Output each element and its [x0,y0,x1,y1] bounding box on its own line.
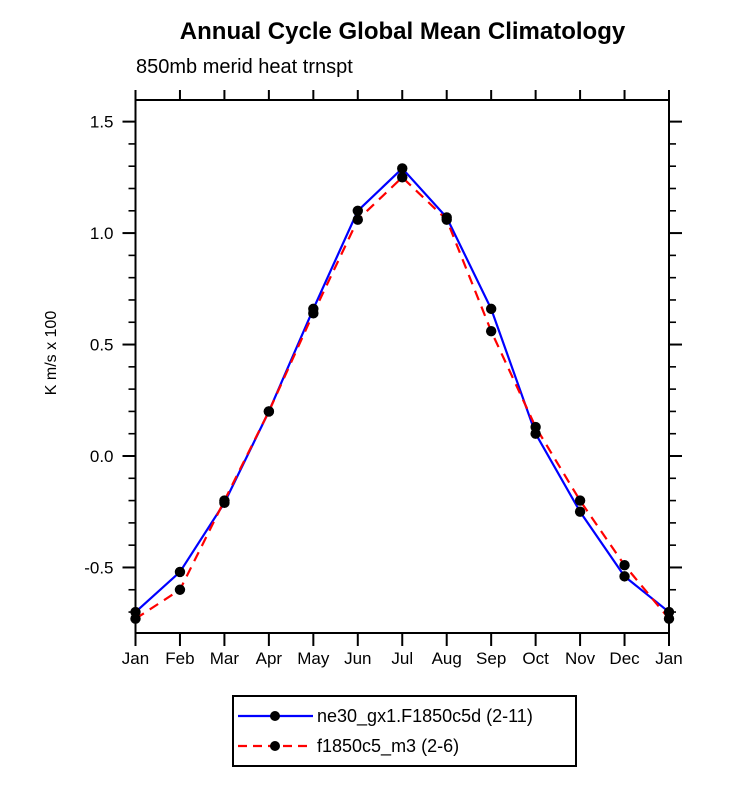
data-point-marker [441,214,452,225]
x-tick-label: Oct [522,649,549,668]
data-point-marker [130,613,141,624]
x-tick-label: Feb [165,649,194,668]
x-tick-label: Nov [565,649,596,668]
data-point-marker [308,308,319,319]
y-tick-label: 1.5 [90,113,114,132]
series-line-1 [134,175,670,620]
x-tick-label: Jan [122,649,149,668]
legend-item: ne30_gx1.F1850c5d (2-11) [236,703,575,729]
y-tick-label: 0.0 [90,447,114,466]
x-tick-label: Jul [391,649,413,668]
data-point-marker [619,571,630,582]
legend-line-sample-solid [238,711,313,721]
x-tick-label: Jan [655,649,682,668]
y-tick-label: 0.5 [90,336,114,355]
legend-marker-dot [270,711,280,721]
data-point-marker [174,584,186,595]
data-point-marker [485,303,497,315]
data-point-marker [485,325,497,337]
x-tick-label: Apr [256,649,283,668]
legend: ne30_gx1.F1850c5d (2-11) f1850c5_m3 (2-6… [232,695,577,767]
data-point-marker [397,172,408,183]
data-point-marker [530,421,541,433]
data-point-marker [619,560,630,571]
x-tick-label: Sep [476,649,506,668]
series-line-0 [134,166,670,613]
data-point-marker [174,566,186,578]
data-point-marker [663,613,675,624]
y-tick-label: -0.5 [84,558,113,577]
x-tick-label: May [297,649,330,668]
data-point-marker [352,214,363,225]
legend-marker-dot [270,741,280,751]
y-tick-label: 1.0 [90,224,114,243]
chart-subtitle: 850mb merid heat trnspt [136,56,353,78]
chart-title: Annual Cycle Global Mean Climatology [179,18,626,45]
legend-item: f1850c5_m3 (2-6) [236,733,575,759]
legend-label: ne30_gx1.F1850c5d (2-11) [317,705,533,726]
data-point-marker [397,163,408,174]
x-tick-label: Jun [344,649,371,668]
x-tick-label: Dec [609,649,640,668]
data-point-marker [263,406,275,417]
data-point-marker [219,495,230,506]
data-point-marker [574,495,586,506]
legend-label: f1850c5_m3 (2-6) [317,735,460,756]
data-point-marker [352,205,363,216]
legend-line-sample-dashed [238,741,313,751]
data-point-marker [574,506,586,517]
x-tick-label: Mar [210,649,240,668]
x-tick-label: Aug [432,649,462,668]
